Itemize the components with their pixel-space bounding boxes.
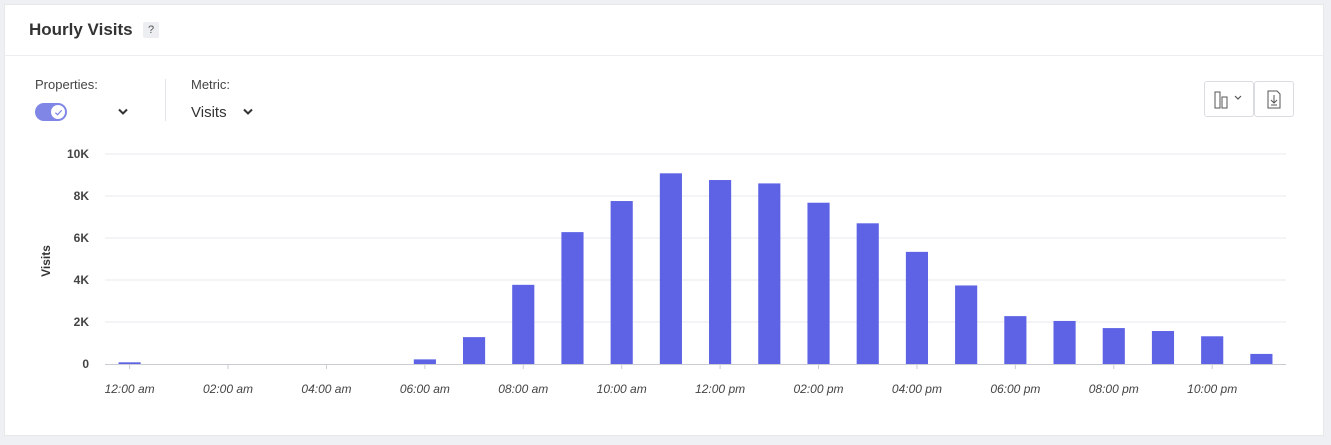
chart-gridlines xyxy=(105,153,1286,323)
bar-02-00-pm[interactable] xyxy=(807,202,830,364)
bar-12-00-am[interactable] xyxy=(118,362,141,364)
properties-chevron-down-icon[interactable] xyxy=(117,108,129,116)
bar-12-00-pm[interactable] xyxy=(709,180,732,364)
card-title: Hourly Visits xyxy=(29,20,133,39)
y-axis-label: Visits xyxy=(39,245,53,277)
help-icon[interactable]: ? xyxy=(143,22,159,38)
bar-07-00-am[interactable] xyxy=(462,337,486,364)
bar-05-00-pm[interactable] xyxy=(955,285,978,364)
bar-09-00-pm[interactable] xyxy=(1151,331,1175,364)
bar-04-00-pm[interactable] xyxy=(905,251,929,364)
bar-11-00-am[interactable] xyxy=(659,173,682,364)
y-tick-label: 6K xyxy=(74,231,90,245)
x-tick-label: 10:00 am xyxy=(597,382,647,396)
check-icon xyxy=(54,109,63,116)
bar-07-00-pm[interactable] xyxy=(1053,320,1076,364)
chart-type-button[interactable] xyxy=(1204,81,1254,117)
metric-label: Metric: xyxy=(191,77,230,92)
y-tick-label: 0 xyxy=(82,357,89,371)
bar-chart-type-icon xyxy=(1214,91,1242,109)
x-tick-label: 02:00 pm xyxy=(793,382,843,396)
properties-toggle[interactable] xyxy=(35,103,67,121)
download-icon xyxy=(1267,90,1281,109)
controls-divider xyxy=(165,79,166,121)
bar-03-00-pm[interactable] xyxy=(856,223,879,364)
x-axis-ticks: 12:00 am 02:00 am 04:00 am 06:00 am 08:00 am… xyxy=(105,364,1237,396)
x-tick-label: 06:00 pm xyxy=(990,382,1040,396)
bar-08-00-pm[interactable] xyxy=(1102,328,1125,364)
y-tick-label: 10K xyxy=(67,147,89,161)
x-tick-label: 08:00 am xyxy=(498,382,548,396)
bar-08-00-am[interactable] xyxy=(512,284,535,364)
hourly-visits-card: Hourly Visits ? Properties: Metric: Visi… xyxy=(4,4,1324,436)
y-tick-label: 2K xyxy=(74,315,90,329)
x-tick-label: 06:00 am xyxy=(400,382,450,396)
x-tick-label: 04:00 pm xyxy=(892,382,942,396)
metric-select[interactable]: Visits xyxy=(191,104,227,121)
x-tick-label: 08:00 pm xyxy=(1089,382,1139,396)
chart-controls: Properties: Metric: Visits xyxy=(5,77,1323,127)
card-header: Hourly Visits ? xyxy=(5,5,1323,56)
bar-09-00-am[interactable] xyxy=(561,232,584,364)
toggle-knob xyxy=(50,104,66,120)
y-tick-label: 4K xyxy=(74,273,90,287)
x-tick-label: 10:00 pm xyxy=(1187,382,1237,396)
bar-06-00-pm[interactable] xyxy=(1004,316,1027,364)
bar-01-00-pm[interactable] xyxy=(758,183,781,364)
bar-06-00-am[interactable] xyxy=(413,359,436,364)
download-button[interactable] xyxy=(1254,81,1294,117)
bar-10-00-pm[interactable] xyxy=(1201,336,1224,364)
bar-10-00-am[interactable] xyxy=(610,201,633,364)
y-tick-label: 8K xyxy=(74,189,90,203)
x-tick-label: 12:00 pm xyxy=(695,382,745,396)
chart-bars xyxy=(118,173,1273,364)
bar-11-00-pm[interactable] xyxy=(1250,353,1273,364)
hourly-visits-chart: 0 2K 4K 6K 8K 10K 12:00 am 02:00 am 04:00 am 06:… xyxy=(39,147,1286,396)
metric-chevron-down-icon[interactable] xyxy=(242,108,254,116)
properties-label: Properties: xyxy=(35,77,98,92)
y-axis-ticks: 0 2K 4K 6K 8K 10K xyxy=(67,147,89,371)
x-tick-label: 02:00 am xyxy=(203,382,253,396)
x-tick-label: 12:00 am xyxy=(105,382,155,396)
x-tick-label: 04:00 am xyxy=(301,382,351,396)
